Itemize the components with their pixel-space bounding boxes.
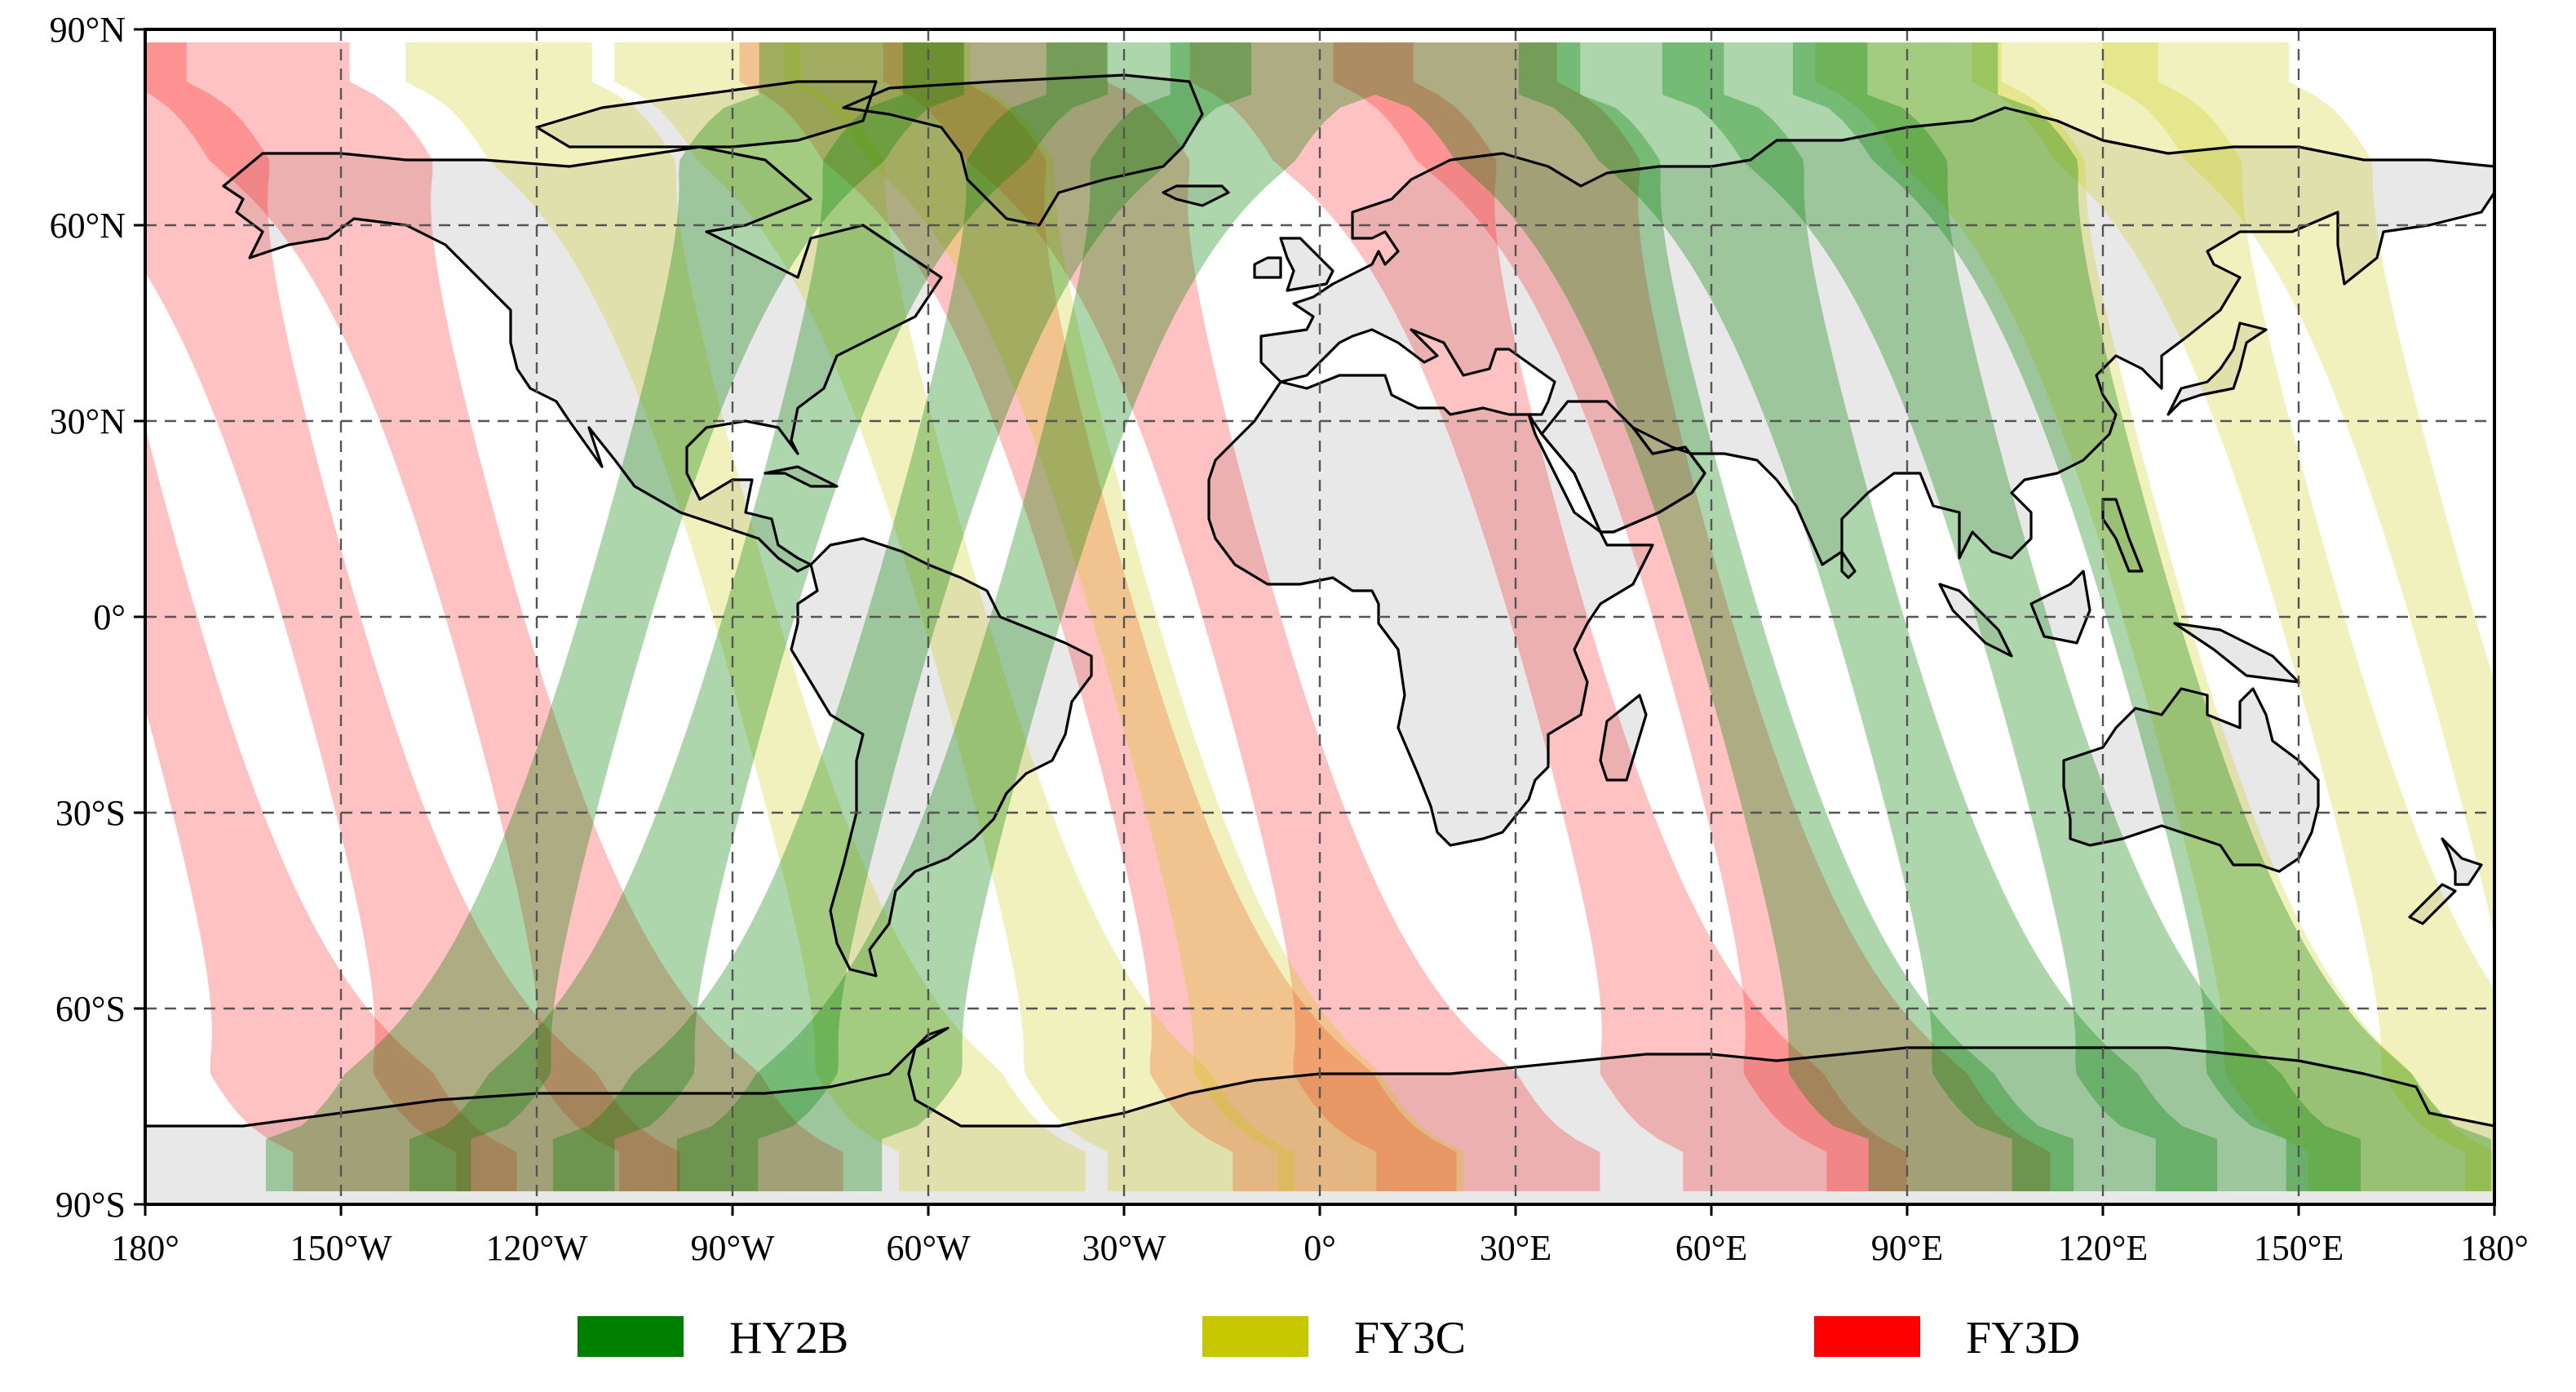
tick-marks xyxy=(134,28,2496,1216)
x-tick-label: 150°E xyxy=(2254,1228,2344,1268)
x-tick-label: 30°E xyxy=(1480,1228,1551,1268)
x-tick-label: 180° xyxy=(111,1228,179,1268)
y-tick-label: 30°S xyxy=(55,793,126,833)
swath-fy3d xyxy=(739,42,1457,1191)
longitude-labels: 180° 150°W 120°W 90°W 60°W 30°W 0° 30°E 60°E 90°E… xyxy=(111,1228,2529,1268)
swath-fy3c xyxy=(1972,42,2494,1191)
legend-label-fy3d: FY3D xyxy=(1966,1313,2080,1363)
new-zealand-south-coast xyxy=(2408,883,2457,925)
swath-fy3c xyxy=(2102,42,2494,937)
x-tick-label: 60°E xyxy=(1675,1228,1747,1268)
antarctica-coast xyxy=(145,1026,2494,1204)
australia-coast xyxy=(2062,687,2320,873)
new-zealand-coast xyxy=(2441,837,2483,886)
japan-coast xyxy=(2167,321,2268,416)
north-america-land xyxy=(224,147,941,571)
australia-land xyxy=(2064,689,2318,871)
madagascar-coast xyxy=(1599,694,1648,782)
legend: HY2B FY3C FY3D xyxy=(578,1313,2080,1363)
x-tick-label: 60°W xyxy=(886,1228,971,1268)
borneo-land xyxy=(2031,571,2090,643)
x-tick-label: 120°W xyxy=(485,1228,588,1268)
british-isles-land xyxy=(1281,238,1333,290)
cuba-land xyxy=(765,467,837,486)
arctic-archipelago-land xyxy=(537,82,876,147)
x-tick-label: 90°E xyxy=(1871,1228,1943,1268)
sumatra-coast xyxy=(1938,583,2013,658)
legend-swatch-hy2b xyxy=(578,1316,684,1357)
greenland-coast xyxy=(842,73,1204,227)
philippines-coast xyxy=(2101,498,2144,573)
south-america-land xyxy=(791,539,1091,976)
legend-item-fy3d: FY3D xyxy=(1814,1313,2080,1363)
x-tick-label: 30°W xyxy=(1082,1228,1166,1268)
ireland-coast xyxy=(1253,256,1282,279)
greenland-land xyxy=(843,75,1202,225)
iceland-coast xyxy=(1162,184,1230,207)
philippines-land xyxy=(2103,499,2142,571)
madagascar-land xyxy=(1600,695,1646,780)
swath-hy2b xyxy=(552,42,1252,1191)
x-tick-label: 150°W xyxy=(290,1228,392,1268)
coastline-layer xyxy=(145,73,2494,1204)
y-tick-label: 60°S xyxy=(55,989,126,1029)
legend-label-fy3c: FY3C xyxy=(1354,1313,1466,1363)
y-tick-label: 90°N xyxy=(50,10,126,50)
y-tick-label: 0° xyxy=(93,597,126,637)
x-tick-label: 120°E xyxy=(2058,1228,2148,1268)
cuba-coast xyxy=(764,465,839,488)
x-tick-label: 0° xyxy=(1303,1228,1336,1268)
y-tick-label: 60°N xyxy=(50,206,126,246)
sumatra-land xyxy=(1940,584,2012,656)
legend-label-hy2b: HY2B xyxy=(729,1313,848,1363)
y-tick-label: 90°S xyxy=(55,1185,126,1225)
sri-lanka-coast xyxy=(1840,550,1857,579)
africa-coast xyxy=(1207,374,1654,847)
arctic-archipelago-coast xyxy=(535,80,878,149)
new-zealand-south-land xyxy=(2410,884,2455,924)
swath-fy3d xyxy=(1189,42,1907,1191)
south-america-coast xyxy=(790,537,1093,978)
ireland-land xyxy=(1255,258,1281,277)
x-tick-label: 180° xyxy=(2460,1228,2529,1268)
swath-fy3d xyxy=(145,42,680,1191)
graticule xyxy=(145,29,2494,1204)
legend-item-hy2b: HY2B xyxy=(578,1313,848,1363)
borneo-coast xyxy=(2029,570,2091,645)
swath-fy3c xyxy=(405,42,1086,1191)
swath-hy2b xyxy=(1374,42,2074,1191)
japan-land xyxy=(2168,323,2266,414)
legend-swatch-fy3d xyxy=(1814,1316,1920,1357)
swath-fy3d xyxy=(145,426,517,1191)
legend-swatch-fy3c xyxy=(1202,1316,1308,1357)
africa-land xyxy=(1209,375,1653,845)
arabia-land xyxy=(1542,401,1705,532)
x-tick-label: 90°W xyxy=(690,1228,775,1268)
y-tick-label: 30°N xyxy=(50,401,126,441)
swath-fy3c xyxy=(1815,42,2494,1191)
british-isles-coast xyxy=(1279,237,1334,292)
arabia-coast xyxy=(1540,400,1706,534)
swath-fy3d xyxy=(145,42,843,1191)
new-guinea-land xyxy=(2175,623,2299,682)
legend-item-fy3c: FY3C xyxy=(1202,1313,1466,1363)
north-america-coast xyxy=(222,145,943,573)
latitude-labels: 90°N 60°N 30°N 0° 30°S 60°S 90°S xyxy=(50,10,126,1225)
